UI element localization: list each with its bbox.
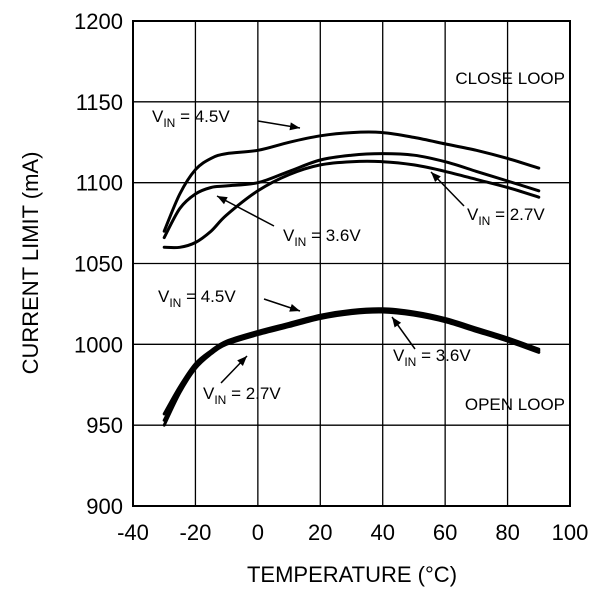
y-tick-label: 950 xyxy=(86,413,123,438)
annotations: VIN = 4.5V VIN = 3.6V VIN = 2.7V VIN = 4.5V… xyxy=(152,107,545,407)
annotation-arrowhead xyxy=(289,122,300,131)
vin-annotation: VIN = 4.5V xyxy=(158,287,236,310)
y-tick-label: 1000 xyxy=(74,332,123,357)
annotation-arrowhead xyxy=(237,356,247,366)
vin-annotation: VIN = 3.6V xyxy=(283,226,361,249)
series-line-6 xyxy=(162,310,541,427)
y-tick-label: 1150 xyxy=(76,90,123,115)
grid xyxy=(133,21,570,506)
vin-annotation: VIN = 4.5V xyxy=(152,107,230,130)
plot-frame xyxy=(132,20,571,507)
annotation-arrowhead xyxy=(289,304,300,312)
tick-labels: -40 -20 0 20 40 60 80 100 900 950 1000 1050 1100 1150… xyxy=(74,9,588,545)
series-line-2 xyxy=(162,159,541,250)
annotation-leader xyxy=(216,195,275,227)
y-tick-label: 1050 xyxy=(74,252,123,277)
x-tick-label: 80 xyxy=(495,520,519,545)
x-tick-label: 0 xyxy=(252,520,264,545)
series-line-3 xyxy=(162,152,541,240)
y-tick-label: 1100 xyxy=(76,171,123,196)
x-tick-label: 20 xyxy=(308,520,332,545)
x-tick-label: 60 xyxy=(433,520,457,545)
x-axis-title: TEMPERATURE (°C) xyxy=(247,562,457,587)
x-tick-label: 100 xyxy=(552,520,589,545)
annotation-arrowhead xyxy=(217,196,228,205)
vin-annotation: VIN = 2.7V xyxy=(203,384,281,407)
vin-annotation: VIN = 2.7V xyxy=(467,205,545,228)
annotation-arrowhead xyxy=(431,172,441,182)
series-lines xyxy=(162,130,541,427)
series-line-1 xyxy=(162,130,541,233)
x-tick-label: -40 xyxy=(117,520,149,545)
series-line-5 xyxy=(162,308,541,422)
x-tick-label: -20 xyxy=(180,520,212,545)
x-tick-label: 40 xyxy=(370,520,394,545)
annotation-arrowhead xyxy=(392,317,402,328)
y-tick-label: 1200 xyxy=(74,9,123,34)
y-axis-title: CURRENT LIMIT (mA) xyxy=(18,152,43,375)
close-loop-label: CLOSE LOOP xyxy=(455,69,565,88)
open-loop-label: OPEN LOOP xyxy=(465,395,565,414)
y-tick-label: 900 xyxy=(86,494,123,519)
vin-annotation: VIN = 3.6V xyxy=(393,346,471,369)
